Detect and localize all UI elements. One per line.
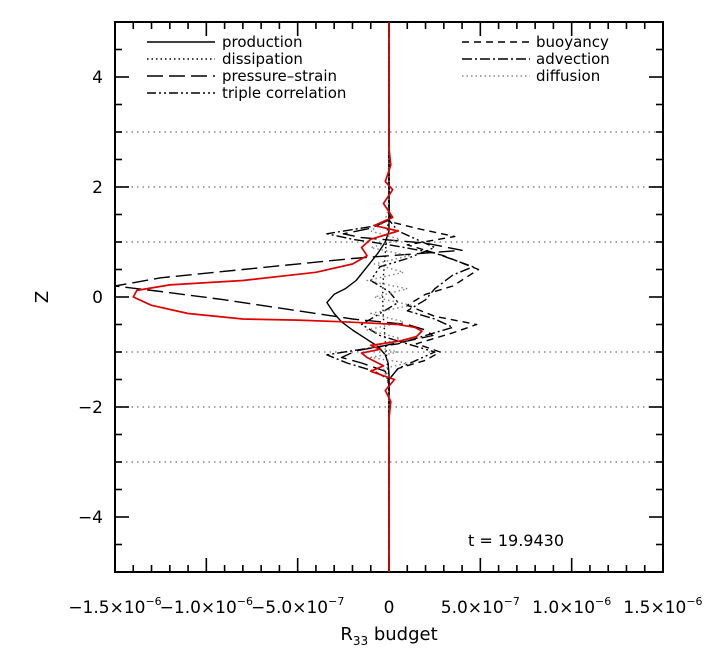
- legend-label-2: pressure–strain: [222, 67, 337, 85]
- series-line-0: [326, 22, 390, 572]
- series-layer: [114, 22, 480, 572]
- y-tick-label-3: 2: [92, 178, 103, 198]
- series-line-6: [366, 22, 412, 572]
- x-tick-label-1: −1.0×10−6: [160, 595, 253, 618]
- legend-label-6: diffusion: [536, 67, 600, 85]
- x-axis-title-suffix: budget: [368, 624, 438, 645]
- legend-label-1: dissipation: [222, 50, 303, 68]
- y-tick-label-0: −4: [78, 508, 103, 528]
- series-line-3: [388, 22, 480, 572]
- x-tick-label-6: 1.5×10−6: [623, 595, 702, 618]
- legend-label-4: buoyancy: [536, 33, 609, 51]
- x-tick-label-4: 5.0×10−7: [441, 595, 520, 618]
- axis-ticks: [114, 21, 664, 573]
- time-annotation: t = 19.9430: [468, 531, 564, 550]
- y-tick-label-1: −2: [78, 398, 103, 418]
- y-tick-label-2: 0: [92, 288, 103, 308]
- x-tick-label-0: −1.5×10−6: [68, 595, 161, 618]
- legend-label-5: advection: [536, 50, 610, 68]
- series-line-1: [381, 22, 390, 572]
- x-axis-title-main: R: [340, 624, 353, 645]
- legend: productiondissipationpressure–straintrip…: [147, 33, 610, 102]
- y-tick-label-4: 4: [92, 68, 103, 88]
- legend-label-0: production: [222, 33, 303, 51]
- reference-lines: [115, 131, 663, 463]
- tick-labels: −1.5×10−6−1.0×10−6−5.0×10−7 0 5.0×10−7 1.0×…: [68, 68, 702, 618]
- x-tick-label-3: 0: [384, 598, 395, 618]
- x-tick-label-5: 1.0×10−6: [532, 595, 611, 618]
- y-axis-title: Z: [32, 291, 53, 303]
- x-tick-label-2: −5.0×10−7: [251, 595, 344, 618]
- x-axis-title-sub: 33: [353, 634, 368, 648]
- x-axis-title: R33 budget: [340, 624, 437, 648]
- series-line-5: [360, 22, 436, 572]
- series-line-4: [326, 22, 474, 572]
- legend-label-3: triple correlation: [222, 84, 346, 102]
- series-line-2: [114, 22, 463, 572]
- series-line-7: [132, 22, 423, 572]
